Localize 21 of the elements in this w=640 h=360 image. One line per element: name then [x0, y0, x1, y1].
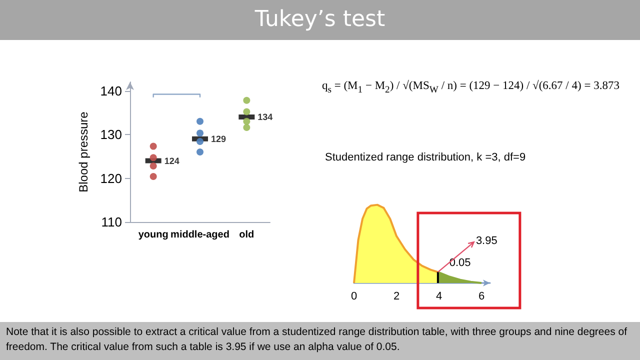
data-label: 124	[164, 156, 180, 166]
x-tick-label: 2	[393, 290, 400, 302]
y-tick-label: 130	[100, 127, 122, 142]
data-label: 134	[258, 112, 273, 122]
x-tick-label: 0	[350, 290, 358, 302]
y-axis-title: Blood pressure	[76, 111, 90, 192]
text: Note that it is also possible to extract a critical value from a studentized range distribution table, with three groups and nine degrees of freedom. The critical value from such a table is 3.95 if we use an alpha value of 0.05.	[0, 322, 640, 360]
chart-title: Studentized range distribution, k =3, df=9	[325, 152, 526, 164]
x-tick-label: 6	[478, 290, 485, 302]
annotation: 3.95	[476, 235, 498, 248]
y-tick-label: 110	[101, 214, 122, 230]
x-tick-label: 4	[436, 290, 442, 302]
annotation: 0.05	[449, 256, 471, 269]
text: q$_{s}$ = (M$_{1}$ − M$_{2}$) / √(MS$_{W}$ / n) = (129 − 124) / √(6.67 / 4) = 3.873	[322, 80, 620, 96]
y-tick-label: 140	[100, 83, 122, 98]
x-tick-label: middle-aged	[170, 230, 230, 240]
x-tick-label: young	[138, 230, 168, 240]
text: Tukey’s test	[0, 0, 640, 40]
y-tick-label: 120	[100, 170, 122, 186]
data-label: 129	[211, 134, 226, 144]
x-tick-label: old	[239, 230, 254, 240]
